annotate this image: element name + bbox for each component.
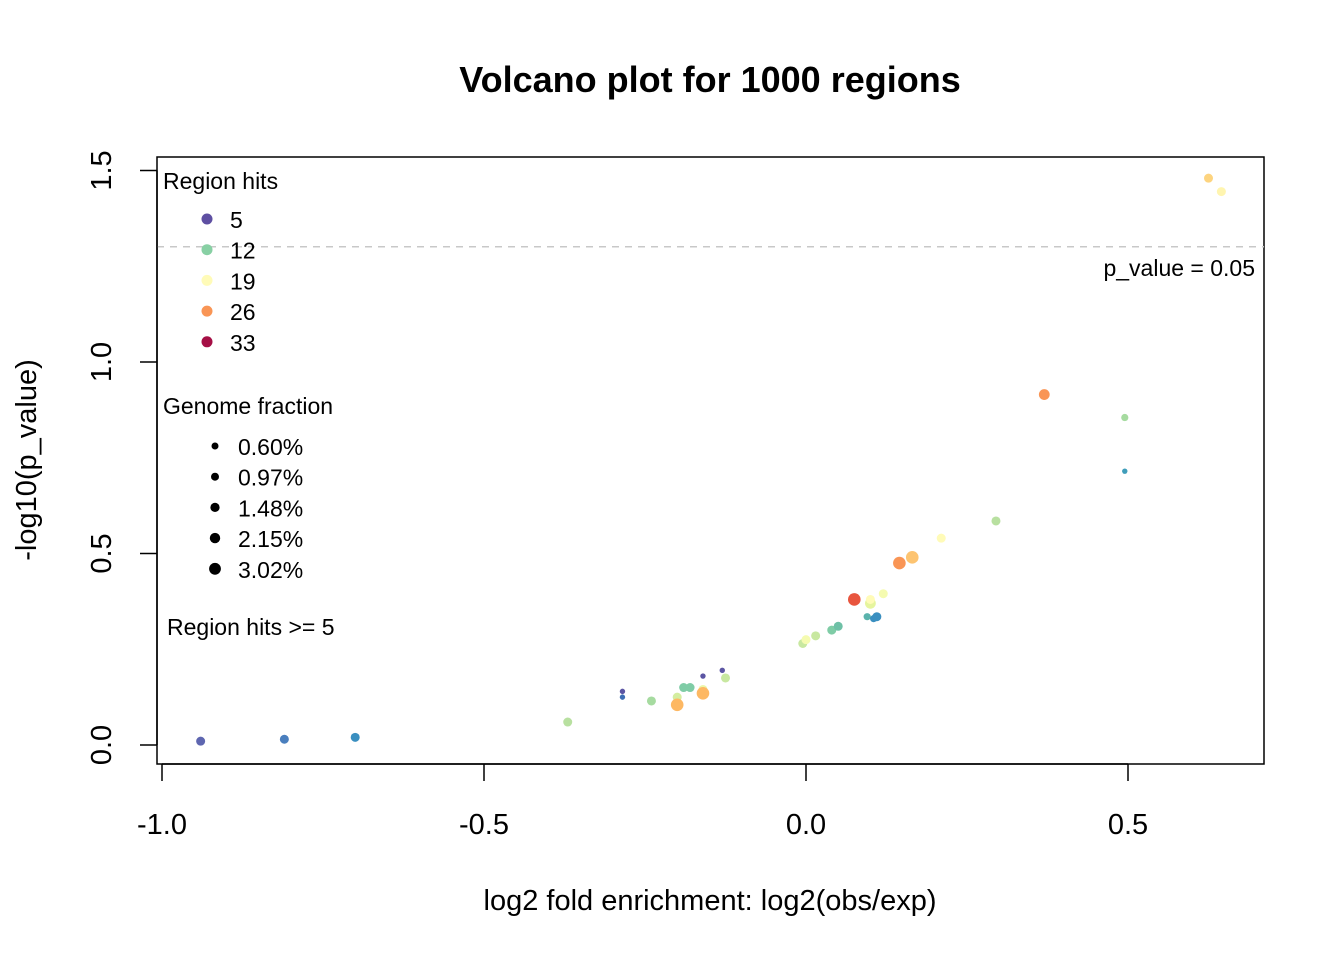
data-point — [863, 613, 871, 621]
data-point — [679, 683, 689, 693]
data-point — [1216, 187, 1226, 197]
region-hits-note: Region hits >= 5 — [167, 614, 335, 640]
data-point — [700, 673, 706, 679]
legend-hits-swatch — [201, 336, 213, 348]
legend-hits-swatch — [201, 244, 213, 256]
data-point — [1038, 389, 1050, 400]
y-tick-label: 1.5 — [86, 150, 118, 190]
plot-frame — [156, 156, 1265, 765]
y-tick-label: 0.5 — [86, 533, 118, 573]
data-point — [991, 516, 1001, 526]
x-axis-label: log2 fold enrichment: log2(obs/exp) — [484, 885, 937, 917]
legend-fraction-label: 0.60% — [238, 434, 303, 460]
data-point — [1204, 173, 1213, 183]
legend-fraction-dot — [211, 442, 219, 450]
legend-fraction-dot — [209, 562, 221, 575]
data-point — [893, 556, 906, 570]
legend-hits-label: 33 — [230, 330, 256, 356]
legend-hits-swatch — [201, 213, 213, 225]
data-point — [685, 683, 695, 693]
data-point — [848, 593, 861, 606]
y-axis-label: -log10(p_value) — [11, 359, 43, 561]
threshold-label: p_value = 0.05 — [1103, 255, 1255, 281]
data-point — [833, 621, 843, 631]
data-point — [905, 551, 919, 564]
data-points — [196, 173, 1226, 746]
x-tick-label: -0.5 — [459, 809, 509, 841]
legend-hits-label: 26 — [230, 299, 256, 325]
data-point — [936, 533, 946, 543]
legend-genome-fraction: Genome fraction 0.60% 0.97% 1.48% 2.15% 3.02… — [163, 393, 333, 583]
y-tick-label: 1.0 — [86, 342, 118, 382]
legend-region-hits-title: Region hits — [163, 168, 278, 194]
legend-fraction-label: 0.97% — [238, 465, 303, 491]
legend-hits-label: 19 — [230, 268, 256, 294]
y-axis: 0.0 0.5 1.0 1.5 — [86, 150, 158, 765]
data-point — [719, 667, 725, 674]
data-point — [563, 717, 573, 727]
legend-region-hits: Region hits 5 12 19 26 33 — [163, 168, 278, 356]
x-axis: -1.0 -0.5 0.0 0.5 — [137, 763, 1148, 841]
legend-hits-swatch — [201, 274, 213, 286]
data-point — [646, 696, 656, 706]
x-tick-label: -1.0 — [137, 809, 187, 841]
data-point — [619, 694, 626, 700]
legend-fraction-label: 2.15% — [238, 526, 303, 552]
y-tick-label: 0.0 — [86, 725, 118, 765]
legend-hits-label: 5 — [230, 207, 243, 233]
legend-fraction-dot — [211, 472, 219, 481]
x-tick-label: 0.5 — [1108, 809, 1148, 841]
data-point — [878, 589, 888, 599]
data-point — [350, 732, 360, 742]
data-point — [872, 612, 882, 622]
data-point — [1121, 413, 1129, 422]
data-point — [721, 673, 730, 683]
data-point — [811, 631, 821, 641]
data-point — [196, 736, 206, 746]
legend-hits-label: 12 — [230, 238, 256, 264]
legend-fraction-label: 1.48% — [238, 495, 303, 521]
data-point — [670, 698, 684, 712]
data-point — [801, 635, 811, 645]
data-point — [1122, 468, 1128, 474]
legend-fraction-dot — [209, 532, 221, 544]
x-tick-label: 0.0 — [786, 809, 826, 841]
data-point — [619, 688, 626, 695]
legend-genome-fraction-title: Genome fraction — [163, 393, 333, 419]
legend-fraction-dot — [210, 502, 220, 512]
chart-title: Volcano plot for 1000 regions — [459, 59, 960, 100]
legend-fraction-label: 3.02% — [238, 557, 303, 583]
legend-hits-swatch — [201, 305, 213, 317]
data-point — [696, 686, 710, 700]
data-point — [279, 734, 289, 744]
data-point — [865, 594, 875, 604]
